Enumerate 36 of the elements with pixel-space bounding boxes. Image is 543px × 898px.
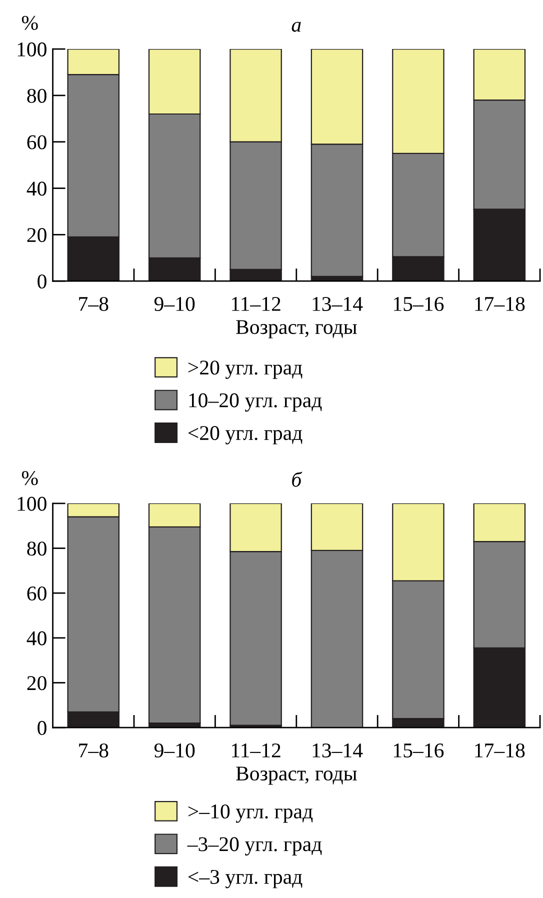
y-axis-title: % (22, 471, 38, 486)
y-tick-label: 60 (27, 586, 46, 601)
legend-label: <–3 угл. град (188, 870, 302, 888)
legend-label: 10–20 угл. град (189, 393, 322, 412)
x-tick-label: 15–16 (394, 297, 444, 312)
x-axis-title: Возраст, годы (236, 320, 357, 338)
y-tick-label: 0 (38, 274, 46, 289)
y-tick-label: 100 (18, 496, 46, 511)
x-tick-label: 17–18 (475, 743, 525, 758)
x-tick-label: 11–12 (232, 297, 280, 311)
x-tick-label: 11–12 (232, 744, 280, 758)
legend-label: >–10 угл. град (188, 804, 313, 823)
y-tick-label: 40 (26, 631, 46, 646)
x-tick-label: 7–8 (79, 296, 108, 312)
y-tick-label: 80 (27, 88, 46, 103)
y-tick-label: 20 (27, 676, 46, 690)
legend-label: –3–20 угл. град (187, 837, 322, 856)
x-tick-label: 13–14 (312, 744, 363, 758)
chart-title: б (292, 472, 302, 487)
y-tick-label: 40 (26, 182, 46, 196)
legend-label: >20 угл. град (188, 360, 302, 379)
y-axis-title: % (22, 16, 38, 30)
y-tick-label: 0 (38, 720, 46, 735)
x-tick-label: 15–16 (394, 744, 444, 758)
x-axis-title: Возраст, годы (236, 766, 357, 785)
x-tick-label: 13–14 (312, 297, 363, 312)
y-tick-label: 80 (27, 542, 46, 556)
y-tick-label: 100 (18, 42, 46, 56)
x-tick-label: 9–10 (154, 743, 195, 758)
x-tick-label: 9–10 (154, 296, 195, 312)
legend-label: <20 угл. град (188, 426, 302, 444)
y-tick-label: 20 (27, 228, 46, 242)
chart-title: а (292, 22, 301, 32)
y-tick-label: 60 (27, 135, 46, 150)
x-tick-label: 17–18 (475, 296, 525, 312)
x-tick-label: 7–8 (79, 743, 108, 758)
